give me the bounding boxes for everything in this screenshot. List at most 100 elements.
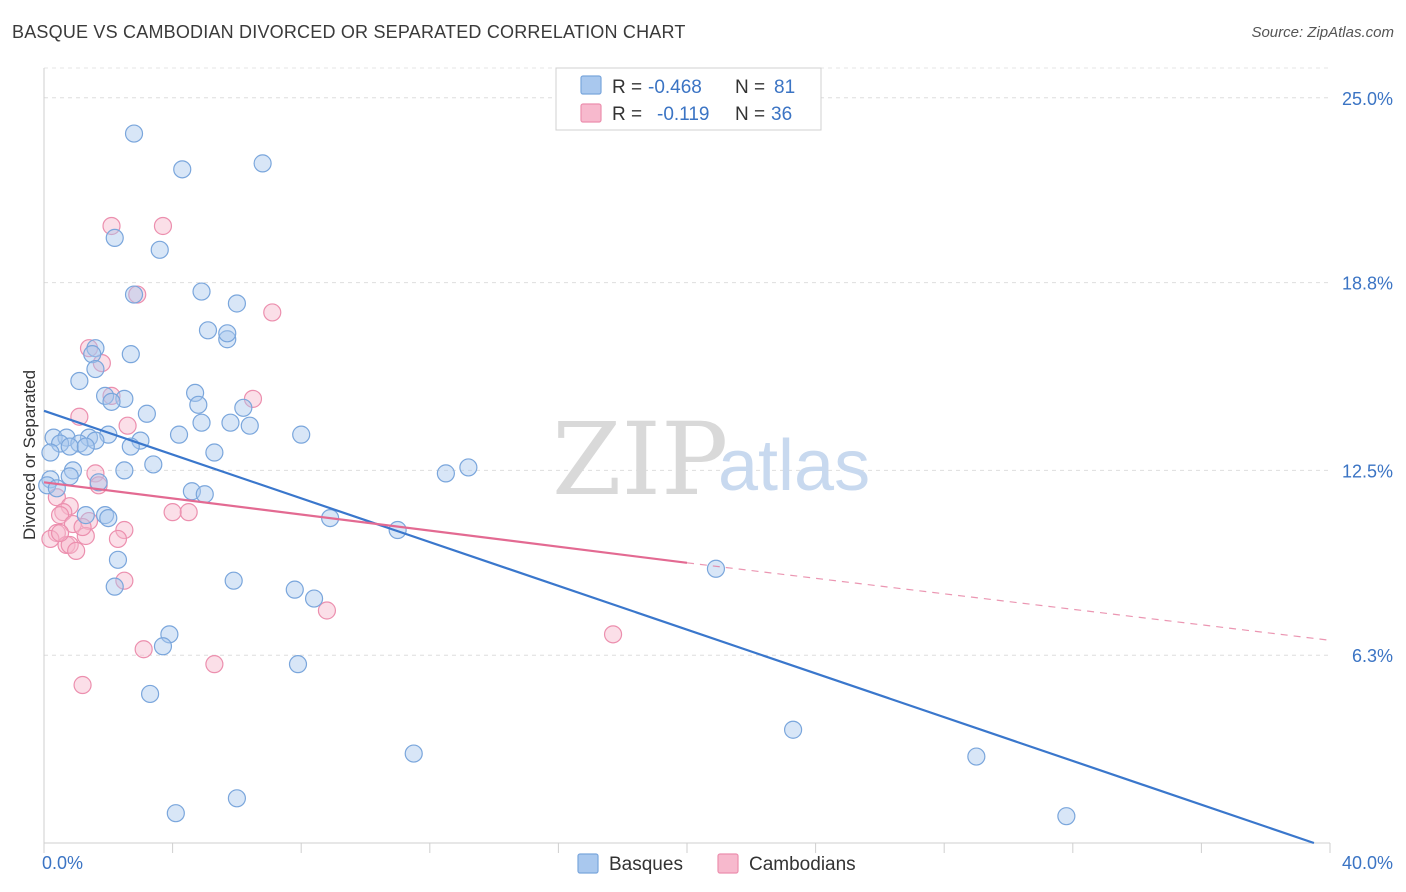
y-tick-label-3: 6.3%	[1352, 646, 1393, 666]
basques-point-43	[436, 464, 455, 483]
basques-point-19	[102, 392, 121, 411]
y-tick-label-0: 25.0%	[1342, 89, 1393, 109]
x-tick-label-max: 40.0%	[1342, 853, 1393, 873]
basques-point-58	[108, 550, 128, 569]
chart-title: BASQUE VS CAMBODIAN DIVORCED OR SEPARATE…	[12, 22, 686, 42]
basques-point-53	[76, 506, 95, 525]
cambodians-point-14	[54, 503, 73, 522]
basques-point-60	[224, 571, 243, 590]
y-tick-label-2: 12.5%	[1342, 461, 1393, 481]
cambodians-point-26	[67, 541, 86, 560]
basques-point-70	[967, 747, 986, 766]
basques-point-55	[99, 508, 118, 528]
watermark: ZIP atlas	[552, 401, 870, 518]
cambodians-point-30	[603, 625, 623, 644]
cambodians-point-27	[108, 529, 128, 549]
cambodians-point-35	[50, 523, 70, 543]
bottom-legend: Basques Cambodians	[577, 853, 856, 875]
cambodians-point-0	[102, 216, 121, 236]
legend-r-label-1: R =	[612, 77, 642, 98]
x-tick-labels: 0.0% 40.0%	[42, 853, 1393, 873]
basques-point-4	[150, 240, 169, 259]
basques-point-52	[195, 485, 214, 504]
basques-trend-line	[43, 409, 1315, 845]
basques-point-40	[41, 443, 60, 462]
basques-point-3	[105, 228, 124, 248]
basques-point-41	[144, 455, 163, 474]
cambodians-point-32	[205, 655, 224, 674]
basques-point-63	[105, 577, 124, 596]
basques-point-9	[218, 330, 237, 349]
basques-point-1	[173, 160, 192, 179]
legend-r-value-2: -0.119	[657, 104, 709, 125]
bottom-legend-cambodians: Cambodians	[749, 854, 856, 875]
basques-point-22	[137, 404, 156, 423]
basques-point-65	[153, 637, 173, 656]
bottom-legend-swatch-cambodians	[717, 853, 739, 874]
legend-box: R = -0.468 N = 81 R = -0.119 N = 36	[555, 67, 822, 131]
cambodians-point-16	[179, 503, 198, 522]
legend-n-value-2: 36	[771, 104, 792, 125]
legend-r-value-1: -0.468	[648, 77, 702, 98]
basques-point-54	[95, 506, 115, 525]
basques-point-17	[186, 383, 205, 403]
cambodians-point-8	[118, 416, 137, 435]
cambodians-trend-line	[43, 481, 688, 564]
basques-point-36	[60, 437, 79, 456]
cambodians-point-1	[153, 216, 173, 236]
basques-point-25	[192, 413, 211, 432]
basques-point-48	[89, 473, 108, 492]
bottom-legend-swatch-basques	[577, 853, 599, 874]
cambodians-point-20	[115, 520, 134, 540]
watermark-zip: ZIP	[552, 401, 728, 518]
cambodians-point-15	[50, 506, 70, 525]
basques-point-10	[218, 324, 237, 343]
cambodians-trend-extension	[686, 562, 1331, 641]
y-axis-label: Divorced or Separated	[20, 370, 39, 540]
basques-point-7	[227, 294, 246, 313]
basques-point-2	[253, 154, 272, 173]
trend-lines	[43, 409, 1331, 845]
basques-point-61	[285, 580, 304, 599]
basques-point-27	[292, 425, 311, 444]
x-tick-label-min: 0.0%	[42, 853, 83, 873]
gridlines	[44, 67, 1330, 656]
cambodians-point-23	[41, 529, 60, 549]
legend-n-value-1: 81	[774, 77, 795, 98]
legend-swatch-cambodians	[580, 103, 602, 123]
basques-point-62	[304, 589, 324, 608]
basques-point-68	[783, 720, 803, 739]
legend-n-label-2: N =	[735, 104, 765, 125]
basques-point-44	[459, 458, 478, 477]
basques-point-24	[240, 416, 259, 435]
basques-point-21	[234, 398, 253, 417]
cambodians-point-34	[73, 517, 92, 537]
cambodians-point-33	[73, 675, 92, 695]
axes	[43, 68, 1331, 853]
basques-point-59	[706, 559, 726, 578]
basques-point-13	[121, 345, 140, 364]
source-label: Source: ZipAtlas.com	[1251, 24, 1394, 41]
cambodians-point-31	[134, 640, 153, 659]
basques-point-5	[192, 282, 211, 301]
bottom-legend-basques: Basques	[609, 854, 683, 875]
basques-point-0	[124, 124, 144, 143]
basques-point-12	[83, 345, 102, 364]
basques-point-67	[140, 684, 160, 704]
cambodians-point-29	[317, 601, 337, 620]
basques-point-42	[115, 461, 134, 480]
legend-n-label-1: N =	[735, 77, 765, 98]
basques-point-6	[124, 285, 144, 304]
basques-point-15	[70, 371, 89, 391]
basques-point-46	[60, 467, 79, 486]
basques-point-23	[221, 413, 240, 432]
basques-point-72	[166, 804, 185, 823]
basques-point-37	[76, 437, 95, 456]
basques-point-66	[288, 655, 308, 674]
basques-point-39	[205, 443, 224, 462]
legend-r-label-2: R =	[612, 104, 642, 125]
basques-point-73	[1057, 807, 1076, 826]
cambodians-point-17	[163, 503, 182, 522]
cambodians-point-3	[263, 303, 282, 322]
